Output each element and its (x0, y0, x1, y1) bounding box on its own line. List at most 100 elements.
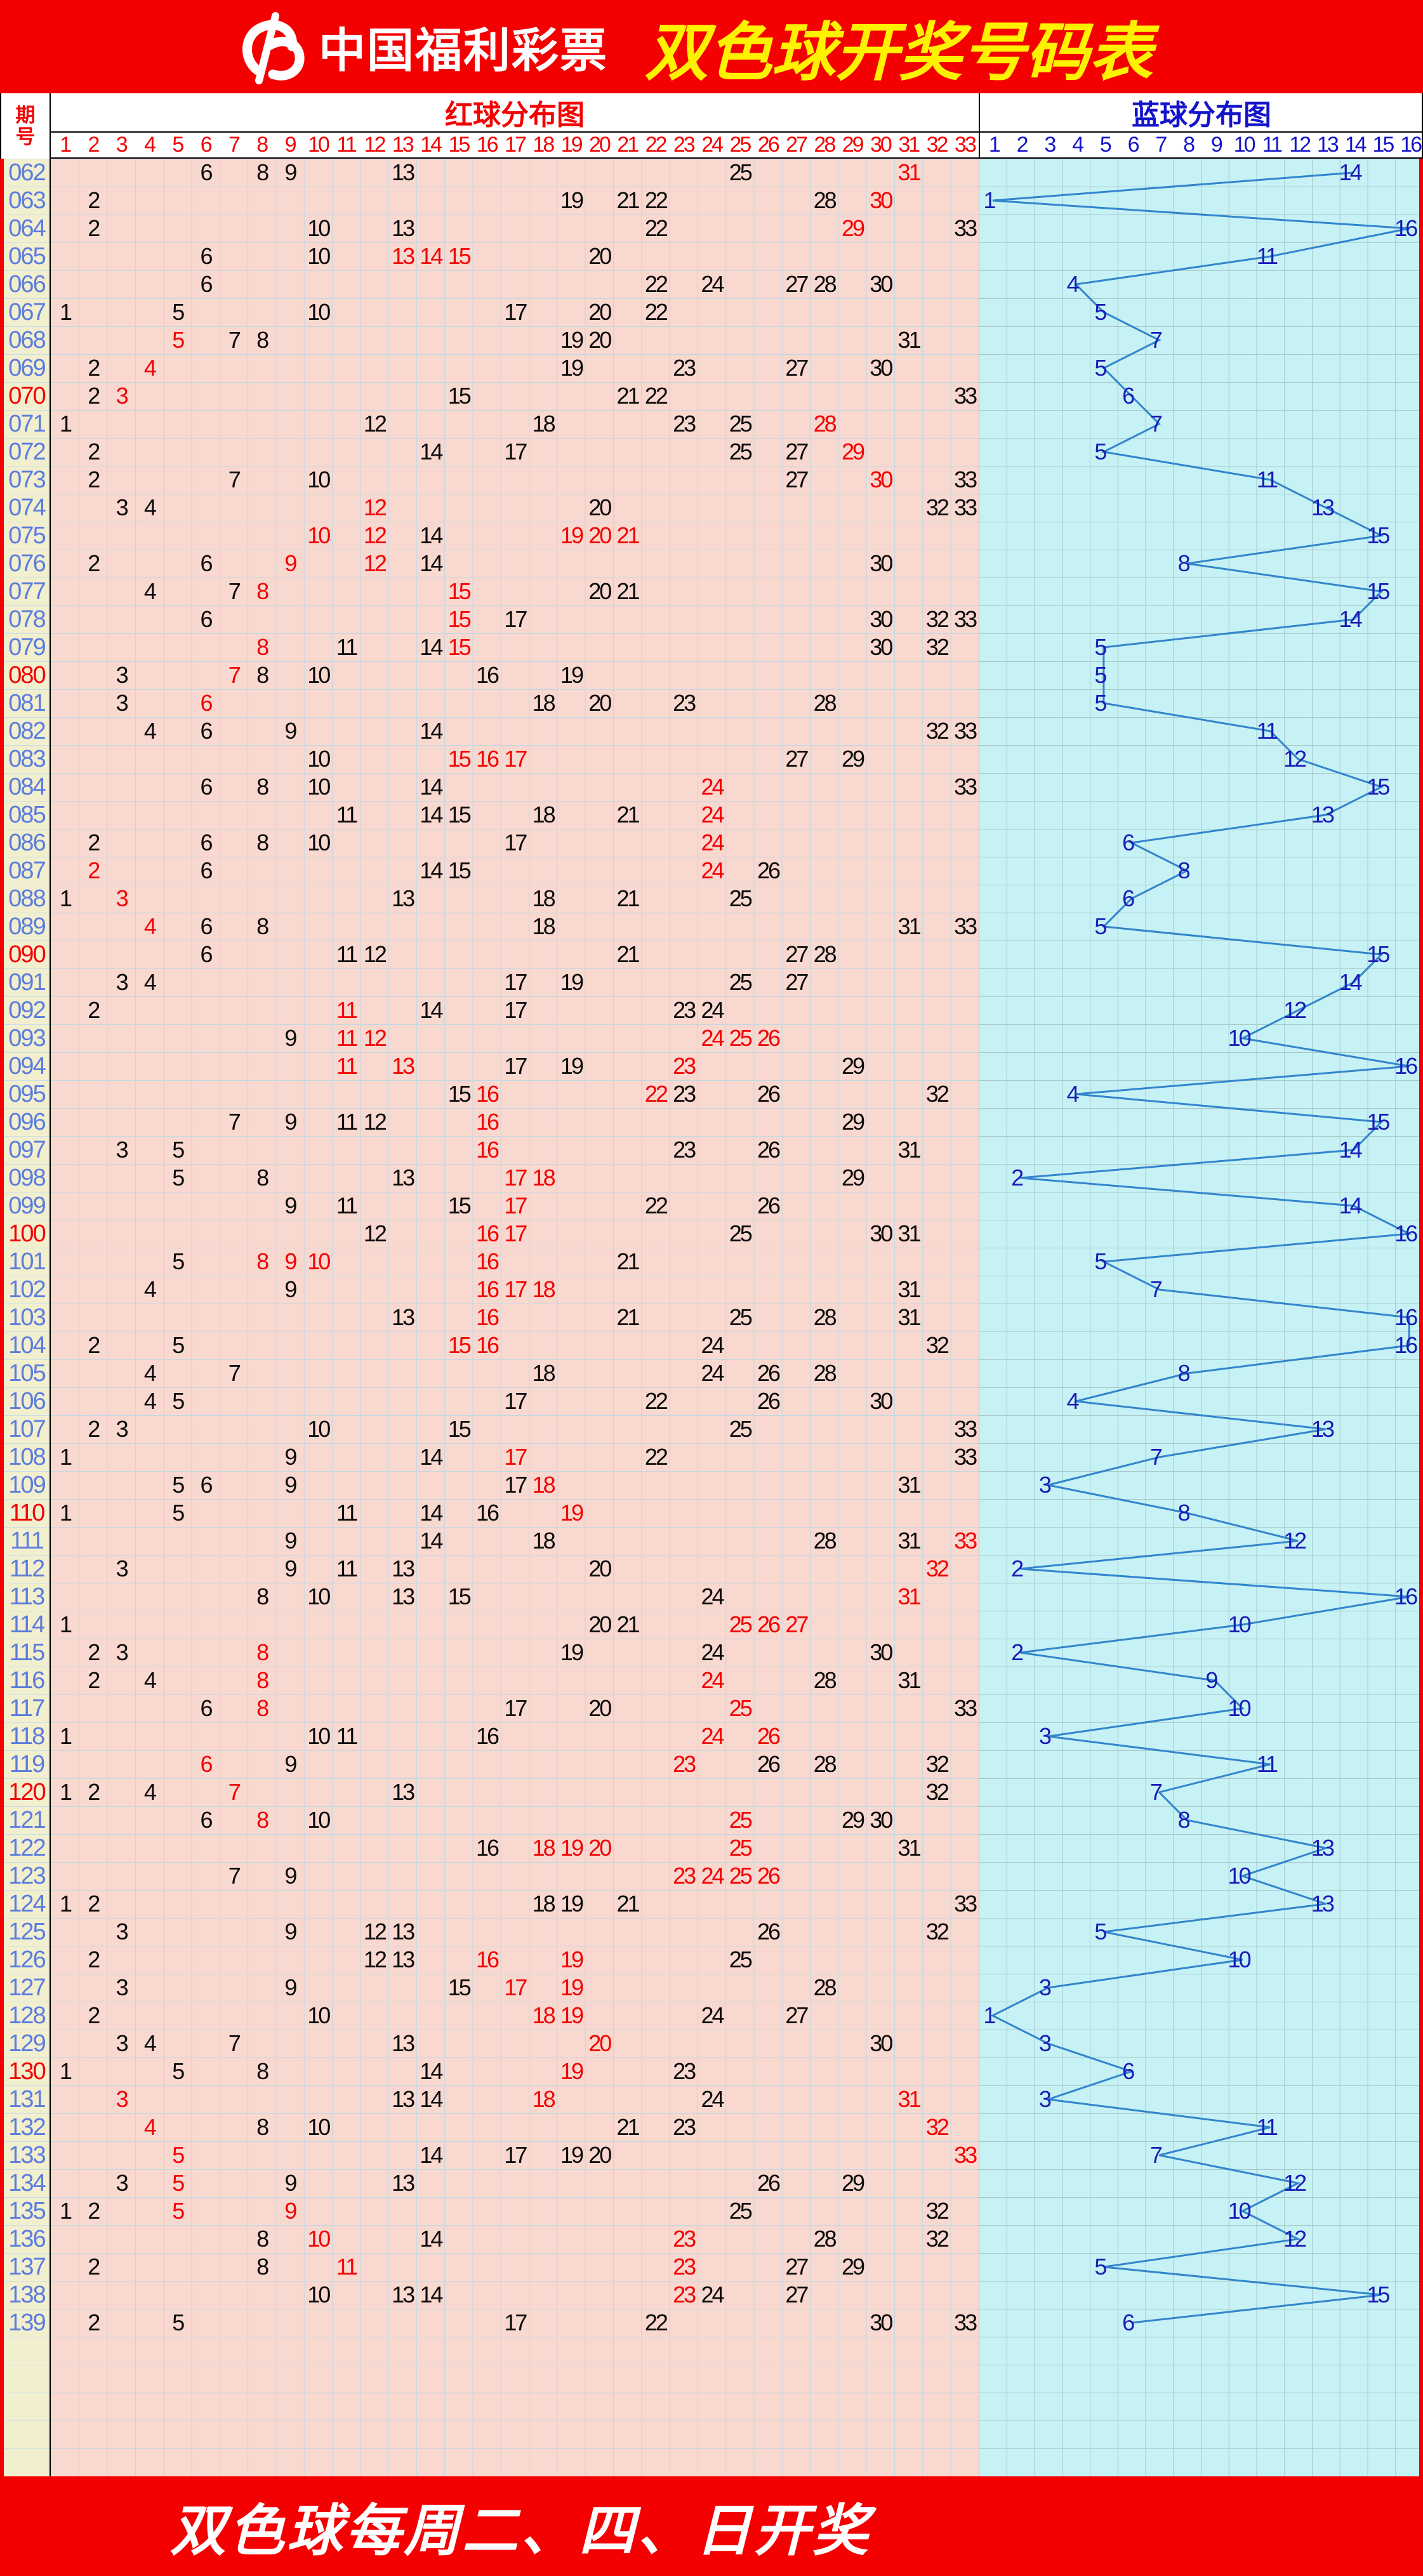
red-ball-number: 14 (420, 1528, 443, 1554)
red-ball-number: 16 (476, 1723, 500, 1749)
blue-ball-value: 15 (1367, 578, 1390, 604)
blue-ball-value: 10 (1228, 1695, 1252, 1721)
red-ball-number: 12 (363, 941, 387, 967)
red-ball-number: 11 (336, 1053, 358, 1079)
red-ball-number: 14 (420, 2058, 443, 2084)
red-ball-number: 8 (256, 1165, 269, 1191)
red-ball-number: 24 (701, 802, 724, 828)
red-ball-number: 5 (172, 1165, 185, 1191)
red-ball-number: 17 (504, 1165, 527, 1191)
red-ball-number: 23 (673, 997, 696, 1023)
red-ball-number: 4 (143, 1276, 157, 1302)
red-ball-number: 4 (143, 1779, 157, 1805)
red-ball-number: 22 (644, 383, 668, 409)
period-cell: 084 (8, 774, 46, 800)
red-ball-number: 11 (336, 2254, 358, 2280)
red-ball-number: 25 (729, 1695, 753, 1721)
red-ball-number: 27 (785, 746, 809, 772)
blue-ball-value: 5 (1094, 634, 1107, 660)
red-column-header: 18 (533, 133, 555, 157)
blue-ball-value: 14 (1339, 1192, 1363, 1219)
red-ball-number: 10 (307, 299, 331, 325)
red-ball-number: 4 (143, 1667, 157, 1693)
red-ball-number: 4 (143, 2114, 157, 2140)
blue-column-header: 15 (1372, 133, 1394, 157)
period-cell: 088 (8, 885, 46, 912)
red-ball-number: 26 (757, 1723, 781, 1749)
blue-ball-value: 7 (1149, 411, 1163, 437)
red-ball-number: 23 (673, 411, 696, 437)
red-ball-number: 19 (560, 327, 584, 353)
red-ball-number: 28 (813, 187, 837, 213)
red-ball-number: 30 (870, 2309, 893, 2335)
red-ball-number: 23 (673, 1863, 696, 1889)
period-cell: 097 (8, 1137, 46, 1163)
page-title: 双色球开奖号码表 (645, 15, 1153, 89)
red-ball-number: 14 (420, 997, 443, 1023)
footer-text: 双色球每周二、四、日开奖 (170, 2497, 871, 2563)
period-cell: 111 (10, 1528, 44, 1554)
red-ball-number: 20 (588, 299, 612, 325)
blue-ball-value: 1 (983, 2002, 996, 2028)
red-ball-number: 21 (616, 1891, 640, 1917)
red-ball-number: 23 (673, 2114, 696, 2140)
red-ball-number: 31 (897, 1472, 922, 1498)
red-ball-number: 29 (841, 2170, 865, 2196)
red-ball-number: 2 (88, 857, 100, 883)
blue-column-header: 12 (1289, 133, 1311, 157)
red-ball-number: 33 (954, 494, 977, 520)
red-ball-number: 13 (392, 1946, 415, 1972)
period-cell: 124 (8, 1891, 46, 1917)
red-ball-number: 21 (616, 383, 640, 409)
red-ball-number: 33 (954, 466, 977, 492)
red-ball-number: 2 (88, 466, 100, 492)
red-ball-number: 17 (504, 606, 527, 632)
period-cell: 100 (8, 1220, 46, 1247)
period-cell: 108 (8, 1444, 46, 1470)
red-ball-number: 13 (392, 1919, 415, 1945)
period-cell: 134 (8, 2170, 46, 2196)
period-cell: 133 (8, 2142, 46, 2169)
red-ball-number: 14 (420, 2226, 443, 2252)
period-cell: 076 (8, 550, 46, 577)
red-ball-number: 2 (88, 1416, 100, 1442)
red-ball-number: 2 (88, 355, 100, 381)
blue-ball-value: 16 (1394, 1053, 1418, 1079)
red-ball-number: 6 (200, 1695, 213, 1721)
red-ball-number: 8 (256, 1695, 269, 1721)
blue-ball-value: 10 (1228, 1611, 1252, 1637)
red-ball-number: 16 (476, 1946, 500, 1972)
red-ball-number: 2 (88, 550, 100, 576)
red-ball-number: 2 (88, 1639, 100, 1665)
blue-ball-value: 7 (1149, 1276, 1163, 1302)
red-ball-number: 14 (420, 2086, 443, 2112)
red-ball-number: 14 (420, 2282, 443, 2308)
red-ball-number: 4 (143, 1360, 157, 1386)
red-ball-number: 1 (59, 1891, 72, 1917)
blue-ball-value: 10 (1228, 1946, 1252, 1972)
red-ball-number: 26 (757, 1192, 781, 1219)
period-cell: 129 (8, 2030, 46, 2057)
red-ball-number: 31 (897, 1667, 922, 1693)
red-ball-number: 19 (560, 2142, 584, 2168)
red-ball-number: 28 (813, 2226, 837, 2252)
period-cell: 109 (8, 1472, 46, 1498)
red-ball-number: 5 (172, 1500, 185, 1526)
red-ball-number: 14 (420, 2142, 443, 2168)
top-banner: 中国福利彩票 双色球开奖号码表 (0, 0, 1423, 93)
red-column-header: 20 (588, 133, 611, 157)
period-header-label: 期号 (15, 103, 36, 148)
red-ball-number: 16 (476, 1248, 500, 1274)
red-ball-number: 9 (284, 159, 297, 185)
blue-ball-value: 5 (1094, 2254, 1107, 2280)
red-ball-number: 12 (363, 550, 387, 576)
red-ball-number: 21 (616, 1304, 640, 1330)
red-ball-number: 10 (307, 1807, 331, 1833)
red-ball-number: 31 (897, 2086, 922, 2112)
red-ball-number: 22 (644, 187, 668, 213)
blue-ball-value: 4 (1066, 1081, 1080, 1107)
red-ball-number: 22 (644, 299, 668, 325)
red-ball-number: 11 (336, 1723, 358, 1749)
red-ball-number: 18 (532, 1835, 556, 1861)
red-ball-number: 2 (88, 2309, 100, 2335)
